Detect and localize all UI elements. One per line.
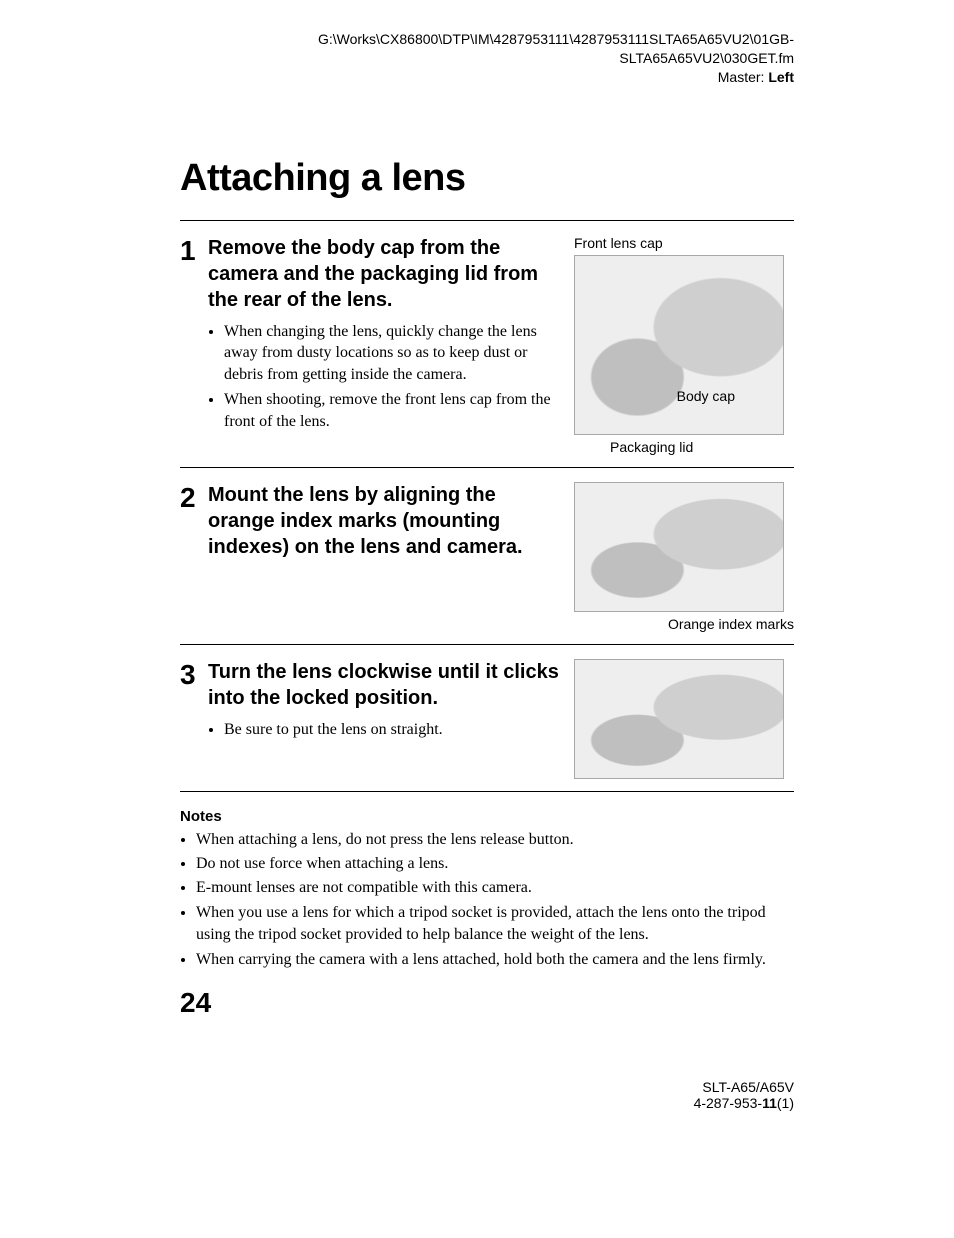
step-1: 1 Remove the body cap from the camera an… [180,221,794,467]
step-3: 3 Turn the lens clockwise until it click… [180,645,794,791]
step-figure: Front lens cap Body cap Packaging lid [574,235,794,455]
figure-illustration [574,659,784,779]
footer-model: SLT-A65/A65V [702,1079,794,1095]
step-text: Mount the lens by aligning the orange in… [208,482,574,632]
step-bullets: Be sure to put the lens on straight. [208,719,560,741]
master-value: Left [768,69,794,85]
figure-illustration [574,482,784,612]
figure-label-bottom: Orange index marks [574,616,794,632]
file-path-text: G:\Works\CX86800\DTP\IM\4287953111\42879… [318,31,794,66]
figure-label-bottom: Packaging lid [574,439,794,455]
figure-label-top: Front lens cap [574,235,794,251]
step-figure [574,659,794,779]
step-text: Turn the lens clockwise until it clicks … [208,659,574,779]
step-bullets: When changing the lens, quickly change t… [208,321,560,433]
bullet-item: Be sure to put the lens on straight. [224,719,560,741]
step-body: Remove the body cap from the camera and … [208,235,794,455]
step-number: 3 [180,659,208,779]
step-heading: Remove the body cap from the camera and … [208,235,560,313]
bullet-item: When shooting, remove the front lens cap… [224,389,560,432]
footer-code-bold: 11 [762,1095,777,1111]
page-footer: SLT-A65/A65V 4-287-953-11(1) [180,1079,794,1111]
footer-code-suffix: (1) [777,1095,794,1111]
manual-page: G:\Works\CX86800\DTP\IM\4287953111\42879… [0,0,954,1180]
page-title: Attaching a lens [180,157,794,200]
step-heading: Turn the lens clockwise until it clicks … [208,659,560,711]
figure-annot-bodycap: Body cap [677,388,735,404]
master-label: Master: [718,69,769,85]
file-path-header: G:\Works\CX86800\DTP\IM\4287953111\42879… [180,30,794,87]
page-number: 24 [180,987,794,1019]
step-body: Mount the lens by aligning the orange in… [208,482,794,632]
step-body: Turn the lens clockwise until it clicks … [208,659,794,779]
notes-list: When attaching a lens, do not press the … [180,829,794,971]
notes-section: Notes When attaching a lens, do not pres… [180,808,794,971]
step-heading: Mount the lens by aligning the orange in… [208,482,560,560]
divider [180,791,794,792]
step-figure: Orange index marks [574,482,794,632]
bullet-item: When changing the lens, quickly change t… [224,321,560,386]
footer-code-prefix: 4-287-953- [694,1095,763,1111]
note-item: Do not use force when attaching a lens. [196,853,794,875]
note-item: When carrying the camera with a lens att… [196,949,794,971]
step-number: 2 [180,482,208,632]
step-2: 2 Mount the lens by aligning the orange … [180,468,794,644]
figure-illustration: Body cap [574,255,784,435]
notes-heading: Notes [180,808,794,825]
note-item: E-mount lenses are not compatible with t… [196,877,794,899]
step-number: 1 [180,235,208,455]
step-text: Remove the body cap from the camera and … [208,235,574,455]
note-item: When you use a lens for which a tripod s… [196,902,794,947]
note-item: When attaching a lens, do not press the … [196,829,794,851]
